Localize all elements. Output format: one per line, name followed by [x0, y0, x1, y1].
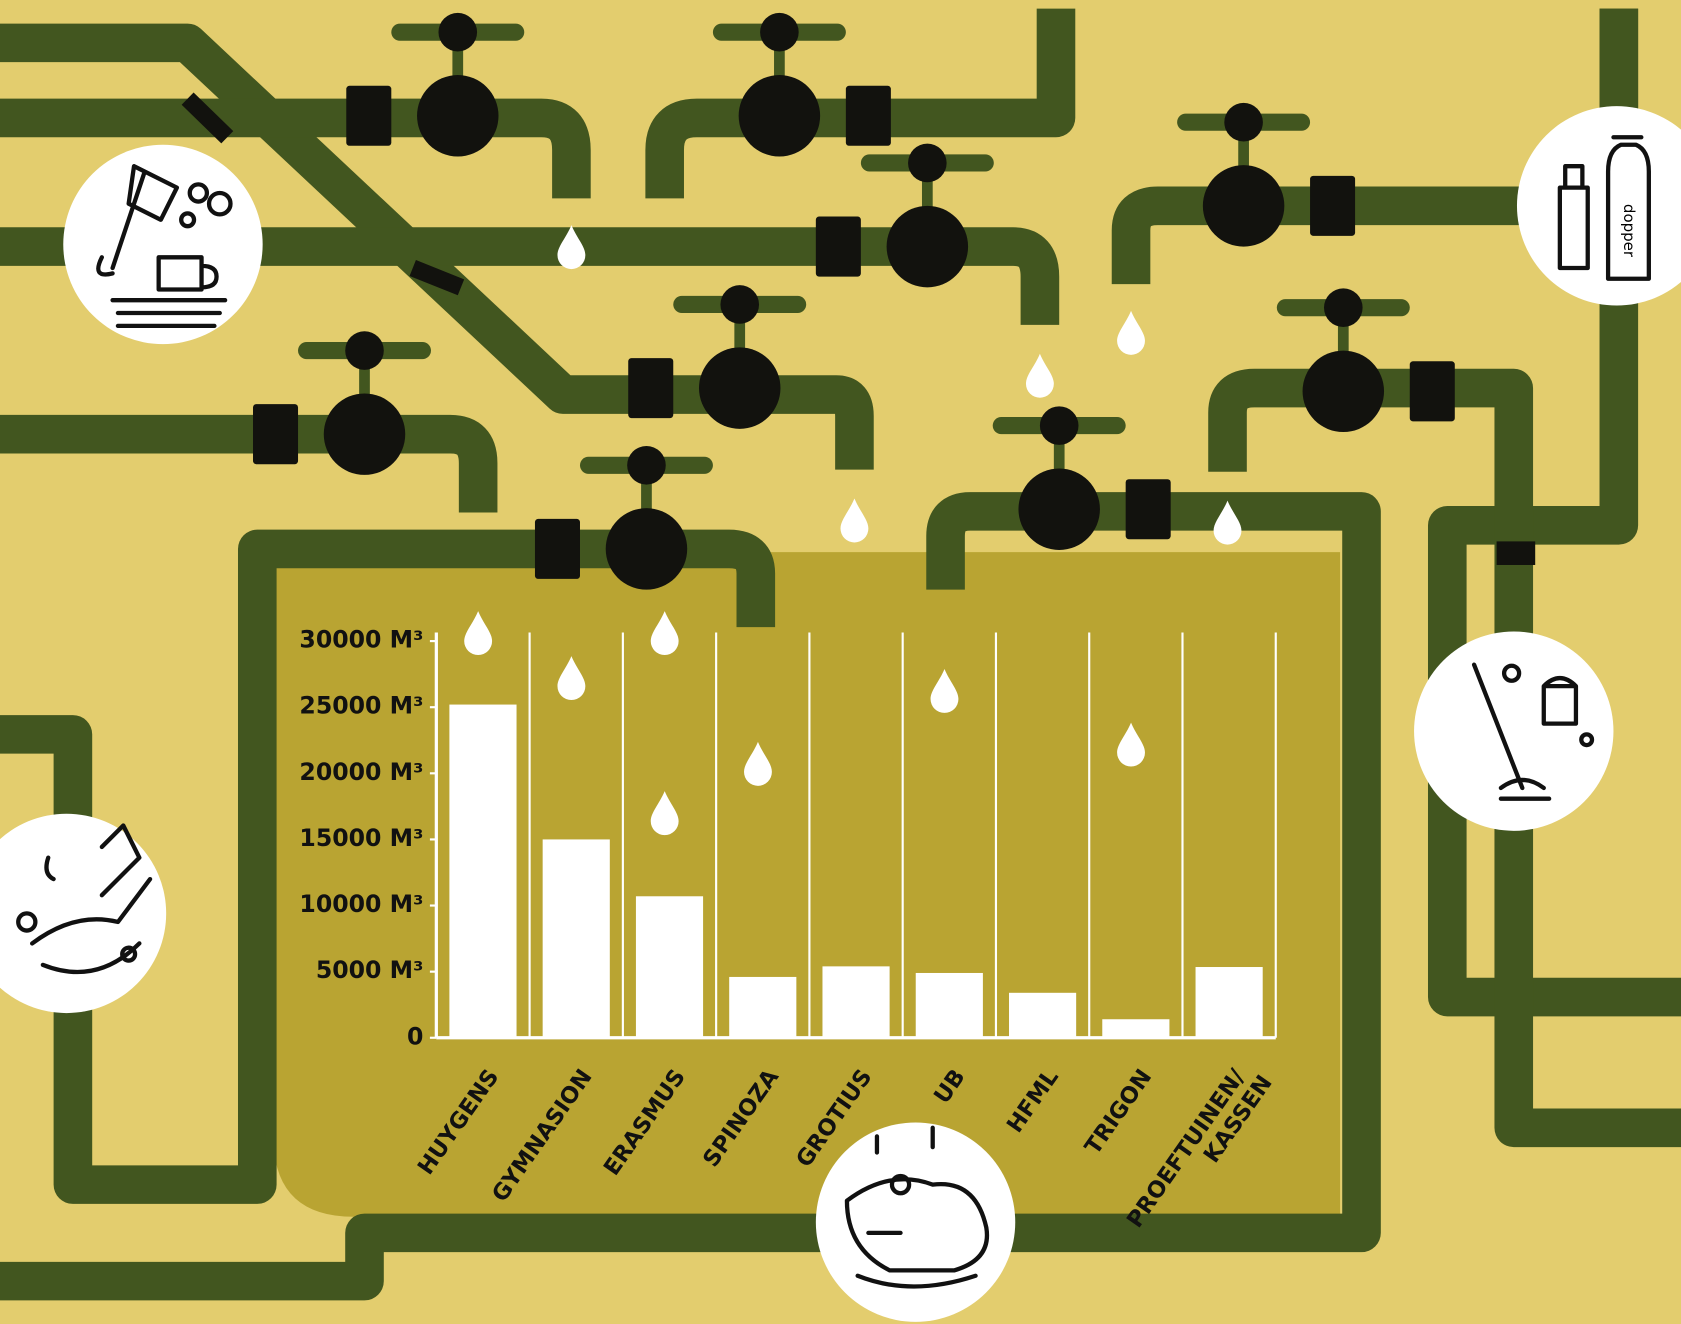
- bar: [449, 704, 517, 1038]
- bottle-label: dopper: [1620, 204, 1638, 258]
- y-tick-label: 25000 M³: [299, 692, 423, 720]
- icons: dopper: [0, 106, 1681, 1322]
- y-tick-label: 0: [407, 1022, 423, 1050]
- y-tick-label: 30000 M³: [299, 626, 423, 654]
- y-tick-label: 20000 M³: [299, 758, 423, 786]
- bar: [1009, 992, 1077, 1038]
- bar: [635, 896, 704, 1038]
- y-tick-label: 15000 M³: [299, 824, 423, 852]
- pipes: [0, 8, 1681, 1301]
- bar: [915, 972, 983, 1038]
- y-tick-label: 5000 M³: [316, 956, 424, 984]
- bar: [729, 976, 797, 1038]
- bar: [542, 839, 610, 1038]
- bar: [822, 966, 890, 1038]
- bar: [1102, 1019, 1170, 1038]
- bar: [1195, 967, 1263, 1038]
- y-tick-label: 10000 M³: [299, 890, 423, 918]
- tank: [273, 552, 1341, 1217]
